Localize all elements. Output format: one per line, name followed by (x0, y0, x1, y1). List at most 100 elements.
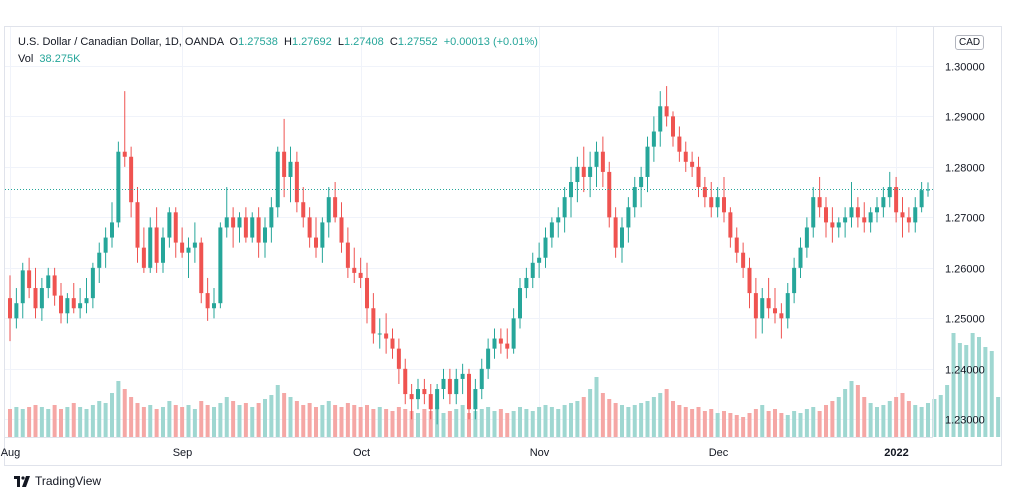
candle[interactable] (798, 237, 803, 278)
candle[interactable] (486, 338, 491, 379)
candle[interactable] (575, 156, 580, 203)
candle[interactable] (141, 227, 146, 273)
candle[interactable] (65, 293, 70, 324)
candle[interactable] (473, 378, 478, 420)
candle[interactable] (715, 187, 720, 218)
candle[interactable] (626, 197, 631, 243)
candle[interactable] (352, 247, 357, 283)
candle[interactable] (785, 282, 790, 329)
candle[interactable] (243, 207, 248, 243)
candle[interactable] (294, 151, 299, 213)
candle[interactable] (460, 363, 465, 395)
candle[interactable] (116, 141, 121, 228)
candle[interactable] (753, 277, 758, 339)
candle[interactable] (792, 257, 797, 304)
candle[interactable] (817, 176, 822, 218)
candle[interactable] (600, 136, 605, 188)
candle[interactable] (696, 156, 701, 198)
candle[interactable] (416, 378, 420, 410)
candle[interactable] (894, 176, 899, 223)
candle[interactable] (224, 187, 229, 238)
candle[interactable] (307, 207, 312, 248)
candle[interactable] (71, 282, 76, 314)
candle[interactable] (741, 242, 746, 278)
candle[interactable] (129, 146, 134, 218)
candle[interactable] (664, 86, 669, 127)
candle[interactable] (524, 267, 529, 299)
candle[interactable] (690, 151, 695, 177)
candle[interactable] (543, 227, 548, 268)
candle[interactable] (658, 91, 663, 147)
candle[interactable] (282, 118, 287, 198)
candle[interactable] (275, 146, 280, 218)
candle[interactable] (906, 207, 911, 233)
candle[interactable] (345, 227, 350, 278)
candle[interactable] (301, 187, 306, 228)
candle[interactable] (913, 197, 918, 233)
candle[interactable] (237, 212, 242, 243)
candle[interactable] (110, 202, 114, 248)
candle[interactable] (20, 262, 25, 319)
candle[interactable] (84, 277, 89, 314)
candle[interactable] (862, 202, 867, 233)
candle[interactable] (926, 182, 930, 197)
candle[interactable] (843, 207, 848, 238)
candle[interactable] (256, 207, 261, 258)
candle[interactable] (46, 267, 51, 299)
candle[interactable] (855, 197, 860, 228)
candle[interactable] (428, 383, 433, 420)
candle[interactable] (148, 217, 153, 273)
candle[interactable] (505, 328, 510, 359)
candle[interactable] (339, 202, 344, 253)
candle[interactable] (173, 207, 178, 258)
candle[interactable] (747, 257, 752, 309)
candle[interactable] (161, 227, 165, 273)
candle[interactable] (804, 217, 809, 258)
candle[interactable] (447, 368, 452, 405)
candle[interactable] (760, 288, 765, 334)
candle[interactable] (671, 111, 675, 147)
candle[interactable] (632, 176, 637, 218)
candle[interactable] (27, 257, 32, 299)
candle[interactable] (186, 237, 191, 278)
candle[interactable] (530, 252, 535, 289)
candle[interactable] (824, 197, 828, 238)
candle[interactable] (314, 217, 318, 258)
candle[interactable] (90, 262, 95, 309)
candle[interactable] (320, 217, 325, 263)
candle[interactable] (371, 293, 376, 344)
candle[interactable] (390, 328, 395, 359)
candle[interactable] (677, 126, 682, 162)
candle[interactable] (326, 187, 331, 238)
candle[interactable] (498, 328, 503, 354)
candle[interactable] (518, 277, 522, 329)
candle[interactable] (212, 288, 216, 319)
candle[interactable] (728, 207, 733, 248)
candle[interactable] (607, 161, 612, 228)
candle[interactable] (365, 262, 369, 324)
candle[interactable] (511, 308, 516, 354)
candle[interactable] (396, 338, 401, 384)
candle[interactable] (709, 182, 714, 218)
candle[interactable] (269, 197, 274, 243)
candle[interactable] (167, 207, 172, 248)
candle[interactable] (435, 383, 440, 425)
candle[interactable] (384, 313, 389, 354)
candle[interactable] (422, 378, 427, 405)
candle[interactable] (613, 207, 618, 258)
candle[interactable] (199, 237, 204, 304)
candle[interactable] (403, 358, 408, 405)
candle[interactable] (868, 207, 873, 233)
candle[interactable] (479, 358, 484, 400)
candle[interactable] (549, 217, 554, 248)
candle[interactable] (33, 267, 38, 319)
candle[interactable] (683, 141, 688, 172)
candle[interactable] (537, 242, 542, 278)
candle[interactable] (8, 275, 12, 342)
candle[interactable] (919, 182, 924, 213)
candle[interactable] (154, 207, 159, 273)
candle[interactable] (556, 207, 561, 238)
candle[interactable] (218, 222, 223, 309)
candle[interactable] (594, 141, 599, 188)
